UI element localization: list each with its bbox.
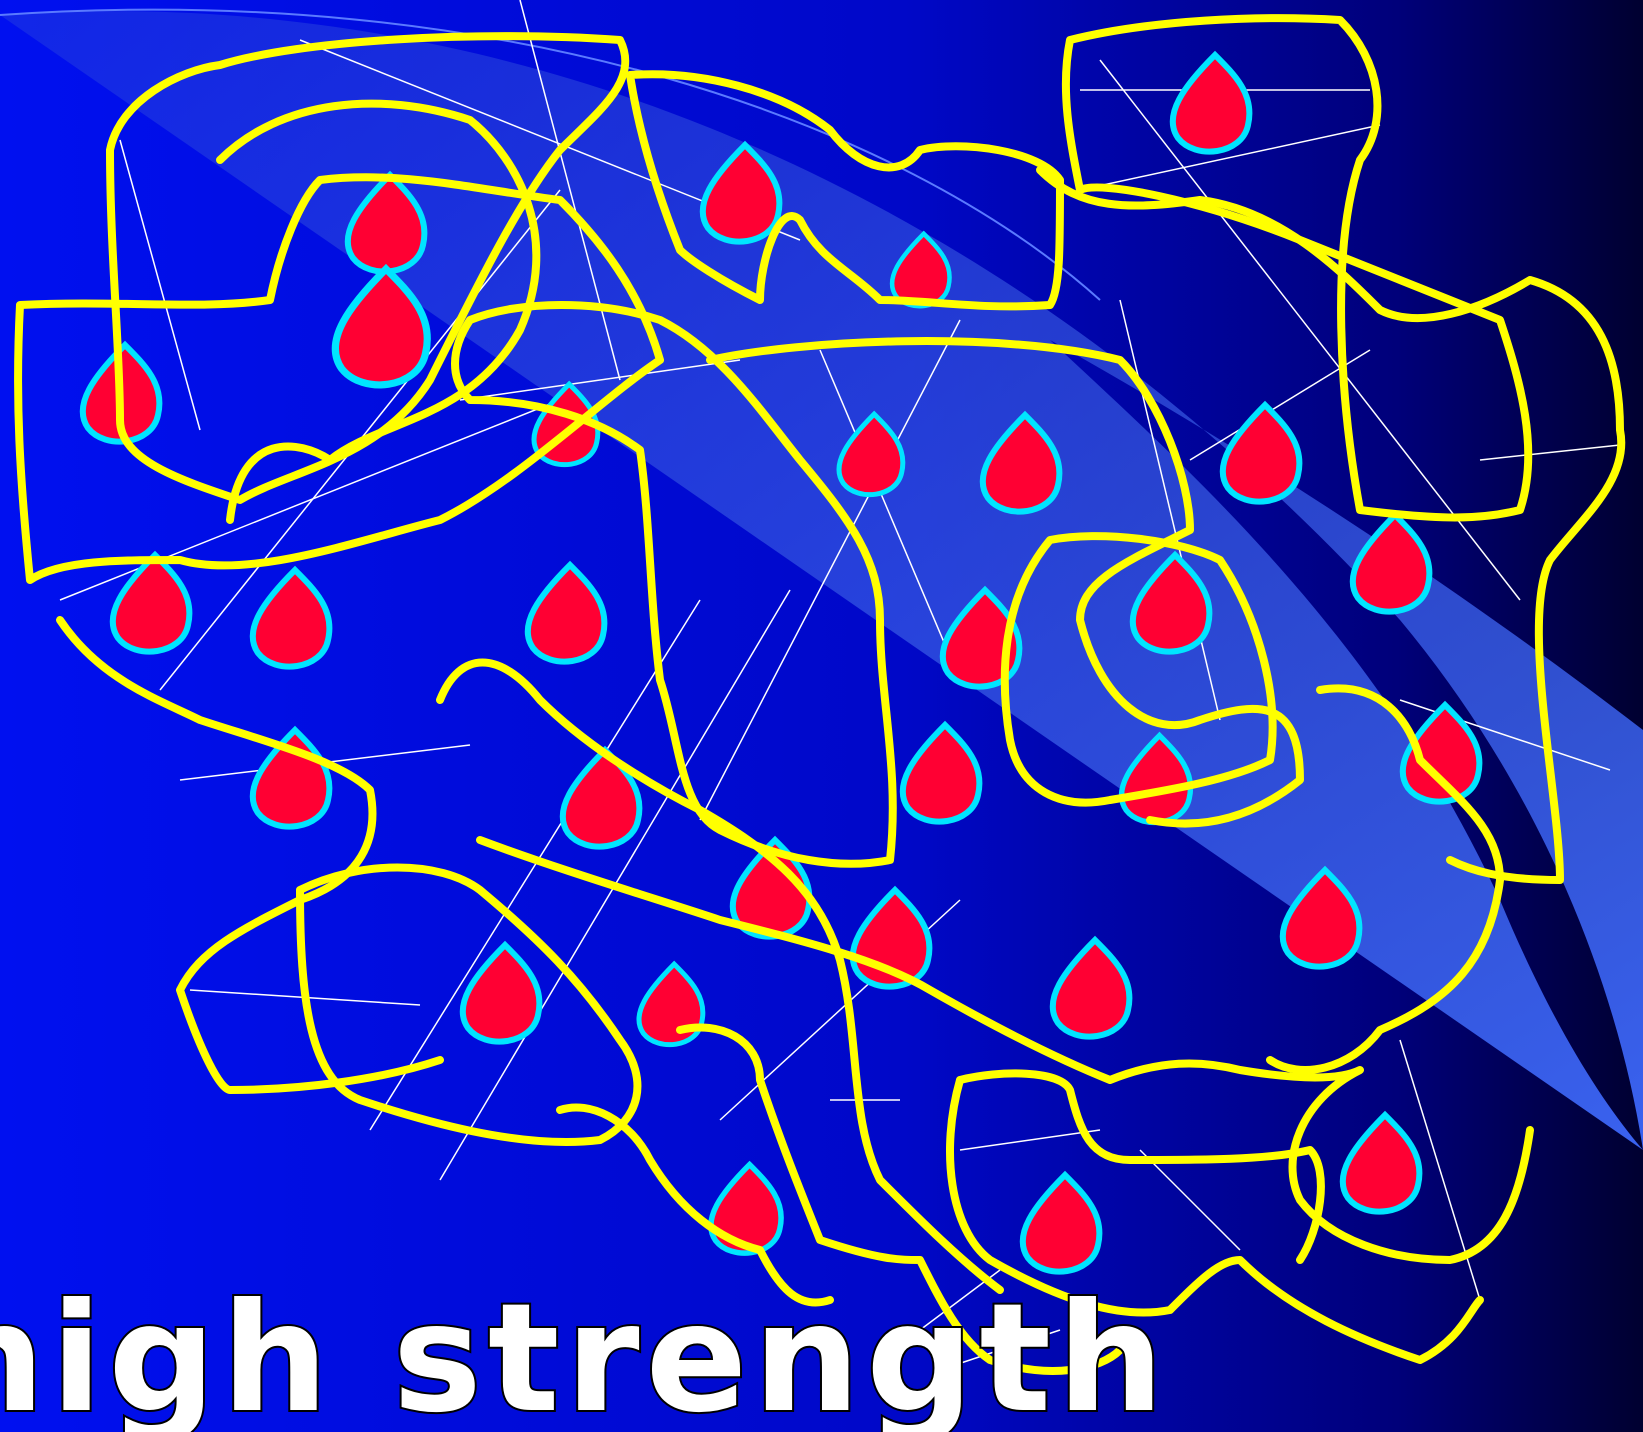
loop xyxy=(476,836,1534,1264)
line xyxy=(959,1129,1101,1151)
loop xyxy=(1000,532,1277,807)
loop xyxy=(451,301,897,868)
loop xyxy=(1266,684,1504,1074)
loop xyxy=(706,337,1304,828)
line xyxy=(459,359,741,401)
loop xyxy=(106,32,630,504)
line xyxy=(1479,444,1621,461)
loop xyxy=(956,1069,1325,1264)
loops xyxy=(14,14,1626,1375)
line xyxy=(1139,1149,1241,1251)
line xyxy=(939,1329,1061,1371)
loop xyxy=(1061,14,1533,522)
line xyxy=(1079,124,1381,191)
line xyxy=(369,599,701,1131)
line xyxy=(519,0,621,381)
loop xyxy=(626,70,1064,311)
line xyxy=(1119,299,1221,721)
loop xyxy=(216,99,541,524)
line xyxy=(899,1269,1001,1346)
loop xyxy=(1036,166,1626,884)
loop xyxy=(436,658,1004,1294)
loop xyxy=(676,1023,1124,1375)
loop xyxy=(946,1076,1484,1364)
loop xyxy=(556,1103,834,1307)
line xyxy=(1099,59,1521,601)
line xyxy=(119,139,201,431)
line xyxy=(699,319,961,821)
line xyxy=(819,349,961,681)
caption: high strength xyxy=(0,1272,1170,1432)
loop xyxy=(296,863,642,1146)
loop xyxy=(14,173,664,584)
